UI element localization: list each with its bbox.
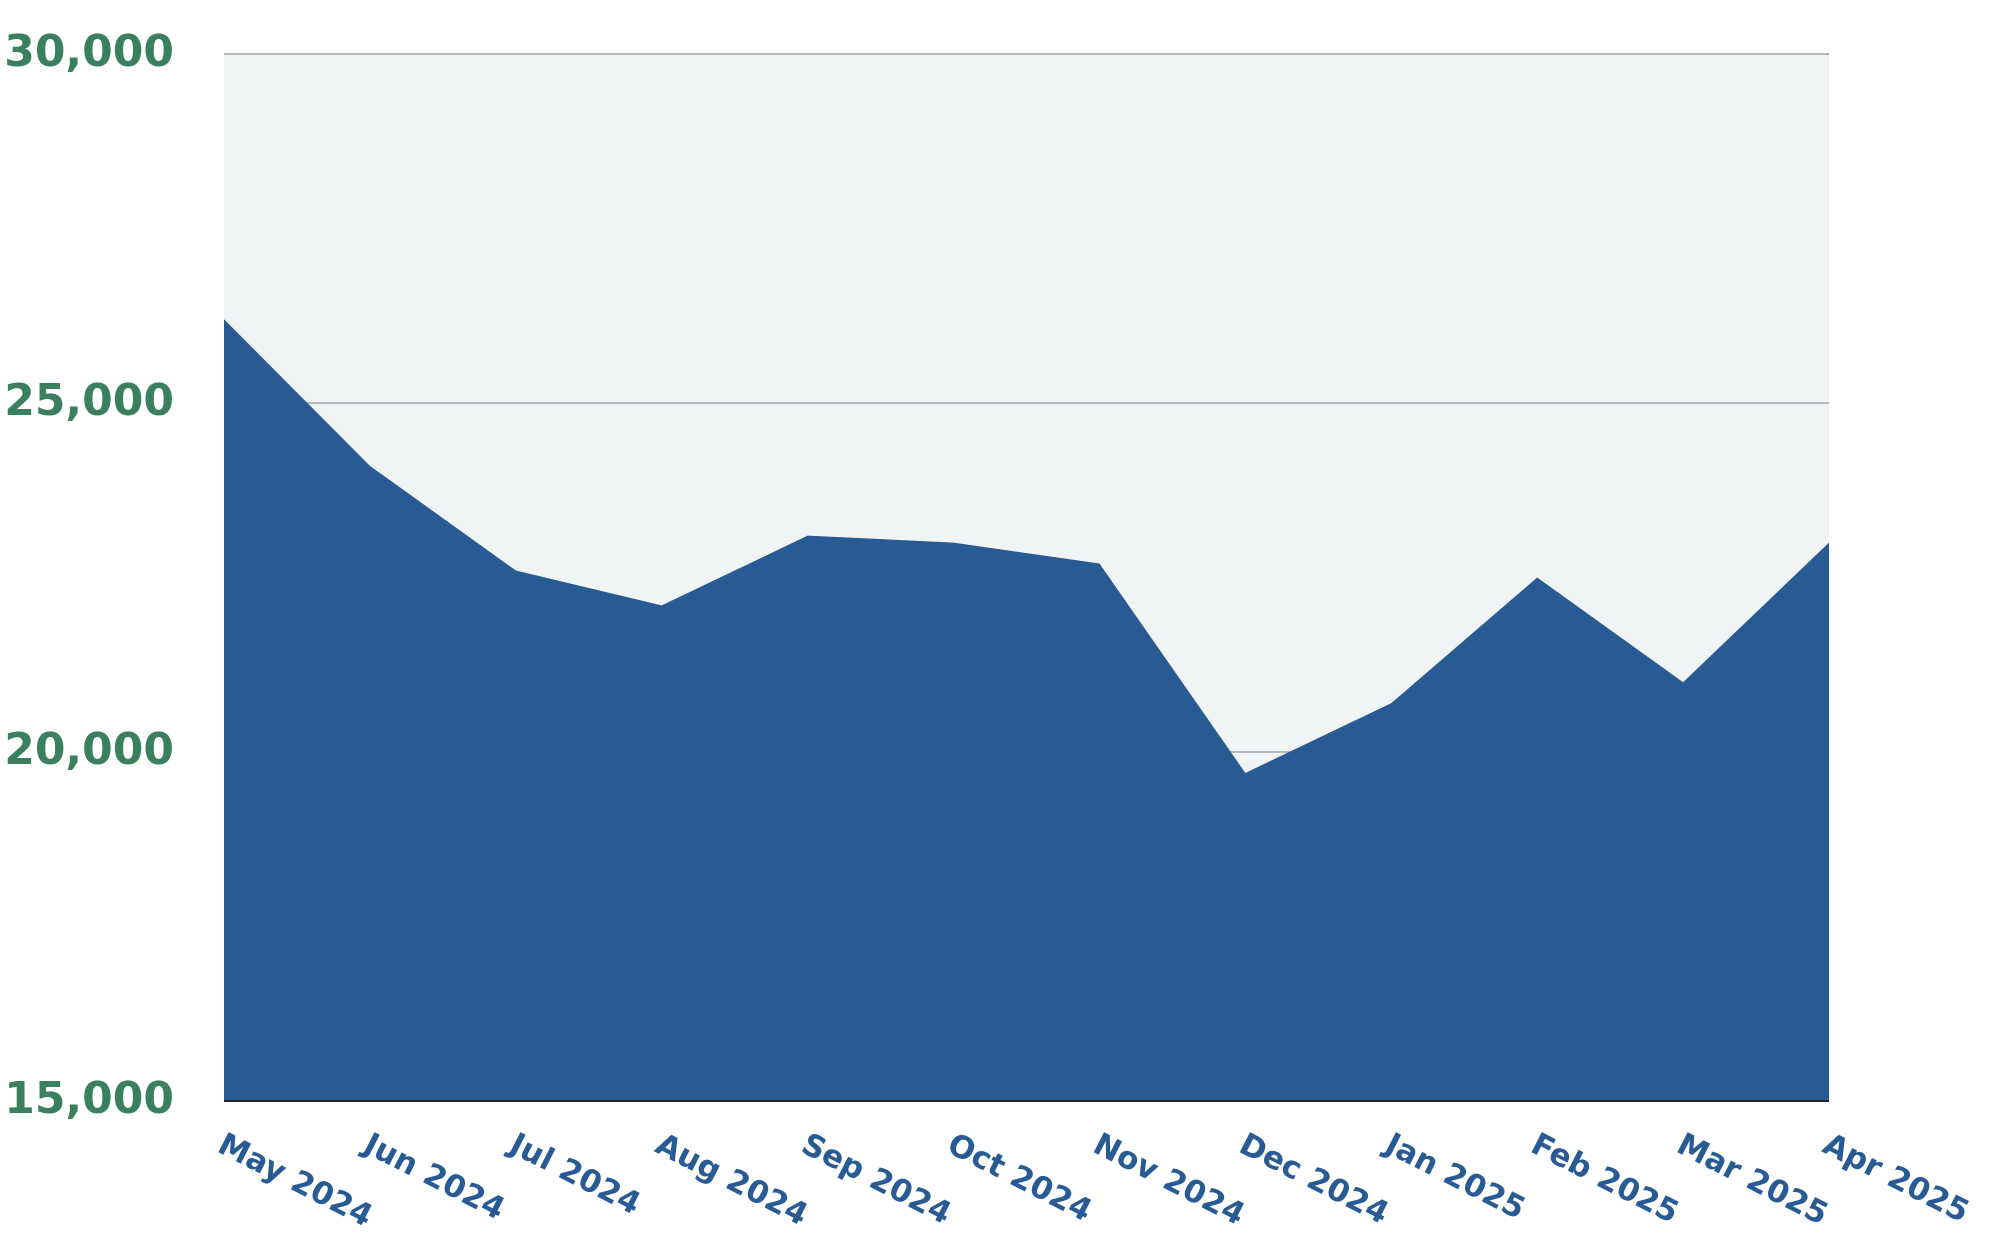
x-tick-label: Jan 2025 [1378, 1125, 1531, 1227]
x-tick-label: May 2024 [212, 1126, 378, 1234]
y-tick-label: 25,000 [4, 375, 174, 426]
x-tick-label: Aug 2024 [650, 1126, 814, 1233]
y-tick-label: 30,000 [4, 26, 174, 77]
x-tick-label: Feb 2025 [1525, 1126, 1684, 1231]
x-tick-label: Apr 2025 [1817, 1126, 1975, 1230]
x-tick-label: Oct 2024 [942, 1126, 1098, 1229]
y-tick-label: 20,000 [4, 724, 174, 775]
x-tick-label: Nov 2024 [1088, 1126, 1251, 1233]
x-tick-label: Jul 2024 [502, 1125, 646, 1222]
x-tick-label: Sep 2024 [796, 1126, 957, 1232]
y-tick-label: 15,000 [4, 1073, 174, 1124]
x-tick-label: Mar 2025 [1671, 1126, 1834, 1233]
x-tick-label: Dec 2024 [1234, 1126, 1395, 1232]
area [224, 319, 1829, 1101]
x-tick-label: Jun 2024 [356, 1125, 510, 1227]
